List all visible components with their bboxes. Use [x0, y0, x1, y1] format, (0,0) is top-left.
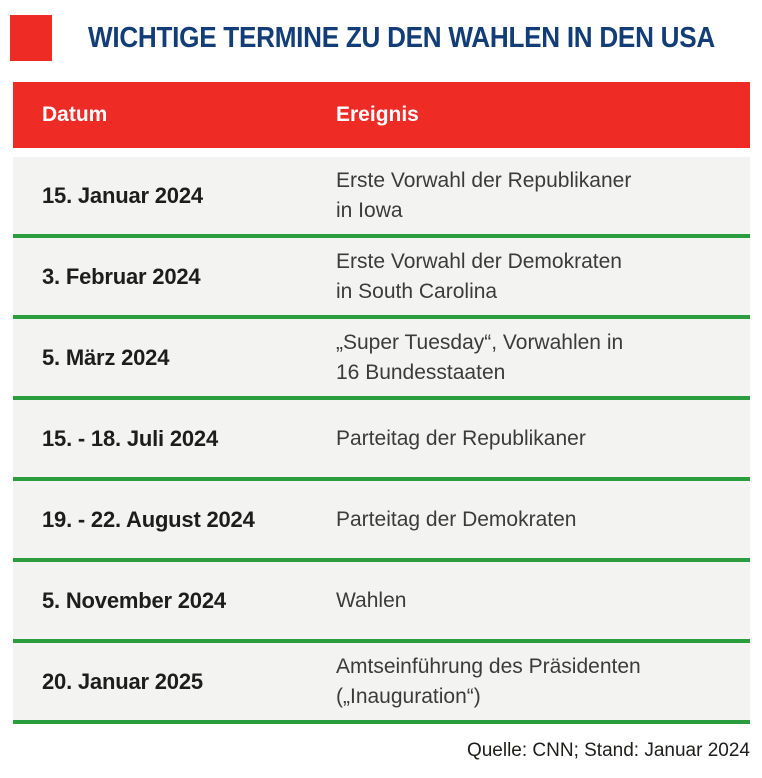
event-cell: Parteitag der Republikaner: [336, 426, 586, 450]
event-cell: Amtseinführung des Präsidenten („Inaugur…: [336, 654, 641, 708]
table-row: 5. März 2024 „Super Tuesday“, Vorwahlen …: [13, 319, 750, 400]
table-row: 15. Januar 2024 Erste Vorwahl der Republ…: [13, 157, 750, 238]
event-cell: Erste Vorwahl der Republikaner in Iowa: [336, 168, 632, 222]
table-row: 19. - 22. August 2024 Parteitag der Demo…: [13, 481, 750, 562]
red-square-logo: [10, 15, 52, 61]
date-cell: 5. März 2024: [42, 344, 170, 370]
page-title: WICHTIGE TERMINE ZU DEN WAHLEN IN DEN US…: [88, 22, 715, 54]
table-row: 15. - 18. Juli 2024 Parteitag der Republ…: [13, 400, 750, 481]
table-row: 3. Februar 2024 Erste Vorwahl der Demokr…: [13, 238, 750, 319]
table-row: 5. November 2024 Wahlen: [13, 562, 750, 643]
events-table: Datum Ereignis 15. Januar 2024 Erste Vor…: [13, 82, 750, 724]
date-cell: 5. November 2024: [42, 587, 226, 613]
column-header-ereignis: Ereignis: [336, 103, 419, 126]
event-cell: Wahlen: [336, 588, 407, 612]
event-cell: „Super Tuesday“, Vorwahlen in 16 Bundess…: [336, 330, 624, 384]
date-cell: 15. Januar 2024: [42, 182, 203, 208]
table-header-row: Datum Ereignis: [13, 82, 750, 148]
table-body: 15. Januar 2024 Erste Vorwahl der Republ…: [13, 157, 750, 724]
table-row: 20. Januar 2025 Amtseinführung des Präsi…: [13, 643, 750, 724]
date-cell: 15. - 18. Juli 2024: [42, 425, 218, 451]
event-cell: Parteitag der Demokraten: [336, 507, 577, 531]
event-cell: Erste Vorwahl der Demokraten in South Ca…: [336, 249, 622, 303]
date-cell: 19. - 22. August 2024: [42, 506, 255, 532]
source-note: Quelle: CNN; Stand: Januar 2024: [466, 740, 750, 761]
date-cell: 3. Februar 2024: [42, 263, 201, 289]
column-header-datum: Datum: [42, 103, 108, 126]
date-cell: 20. Januar 2025: [42, 668, 203, 694]
masthead: WICHTIGE TERMINE ZU DEN WAHLEN IN DEN US…: [0, 0, 762, 82]
